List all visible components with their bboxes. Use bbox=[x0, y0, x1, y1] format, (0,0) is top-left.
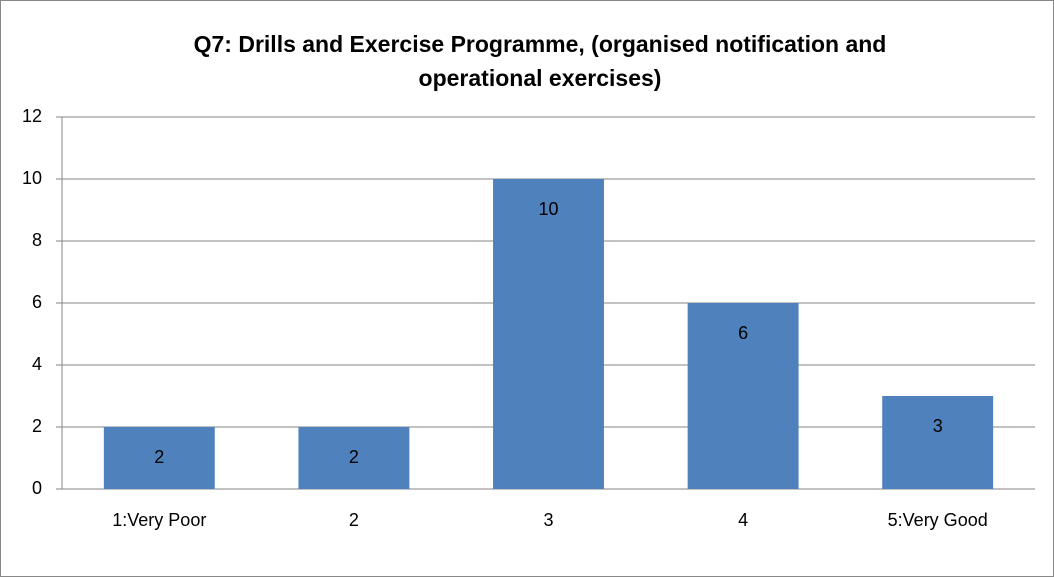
y-tick-label: 0 bbox=[32, 478, 42, 498]
y-tick-label: 8 bbox=[32, 230, 42, 250]
bar bbox=[103, 427, 215, 489]
bar bbox=[687, 303, 799, 489]
data-label: 3 bbox=[933, 416, 943, 436]
y-tick-label: 6 bbox=[32, 292, 42, 312]
x-tick-label: 3 bbox=[543, 510, 553, 530]
y-tick-label: 10 bbox=[22, 168, 42, 188]
bar bbox=[493, 179, 604, 489]
data-label: 2 bbox=[154, 447, 164, 467]
x-tick-label: 1:Very Poor bbox=[112, 510, 206, 530]
x-tick-label: 5:Very Good bbox=[888, 510, 988, 530]
data-label: 2 bbox=[349, 447, 359, 467]
y-tick-label: 4 bbox=[32, 354, 42, 374]
data-label: 6 bbox=[738, 323, 748, 343]
y-tick-label: 2 bbox=[32, 416, 42, 436]
bar bbox=[882, 396, 994, 489]
data-label: 10 bbox=[538, 199, 558, 219]
bar bbox=[298, 427, 410, 489]
x-tick-label: 2 bbox=[349, 510, 359, 530]
x-tick-label: 4 bbox=[738, 510, 748, 530]
y-tick-label: 12 bbox=[22, 106, 42, 126]
chart-title: operational exercises) bbox=[419, 65, 662, 91]
chart-title: Q7: Drills and Exercise Programme, (orga… bbox=[194, 31, 887, 57]
